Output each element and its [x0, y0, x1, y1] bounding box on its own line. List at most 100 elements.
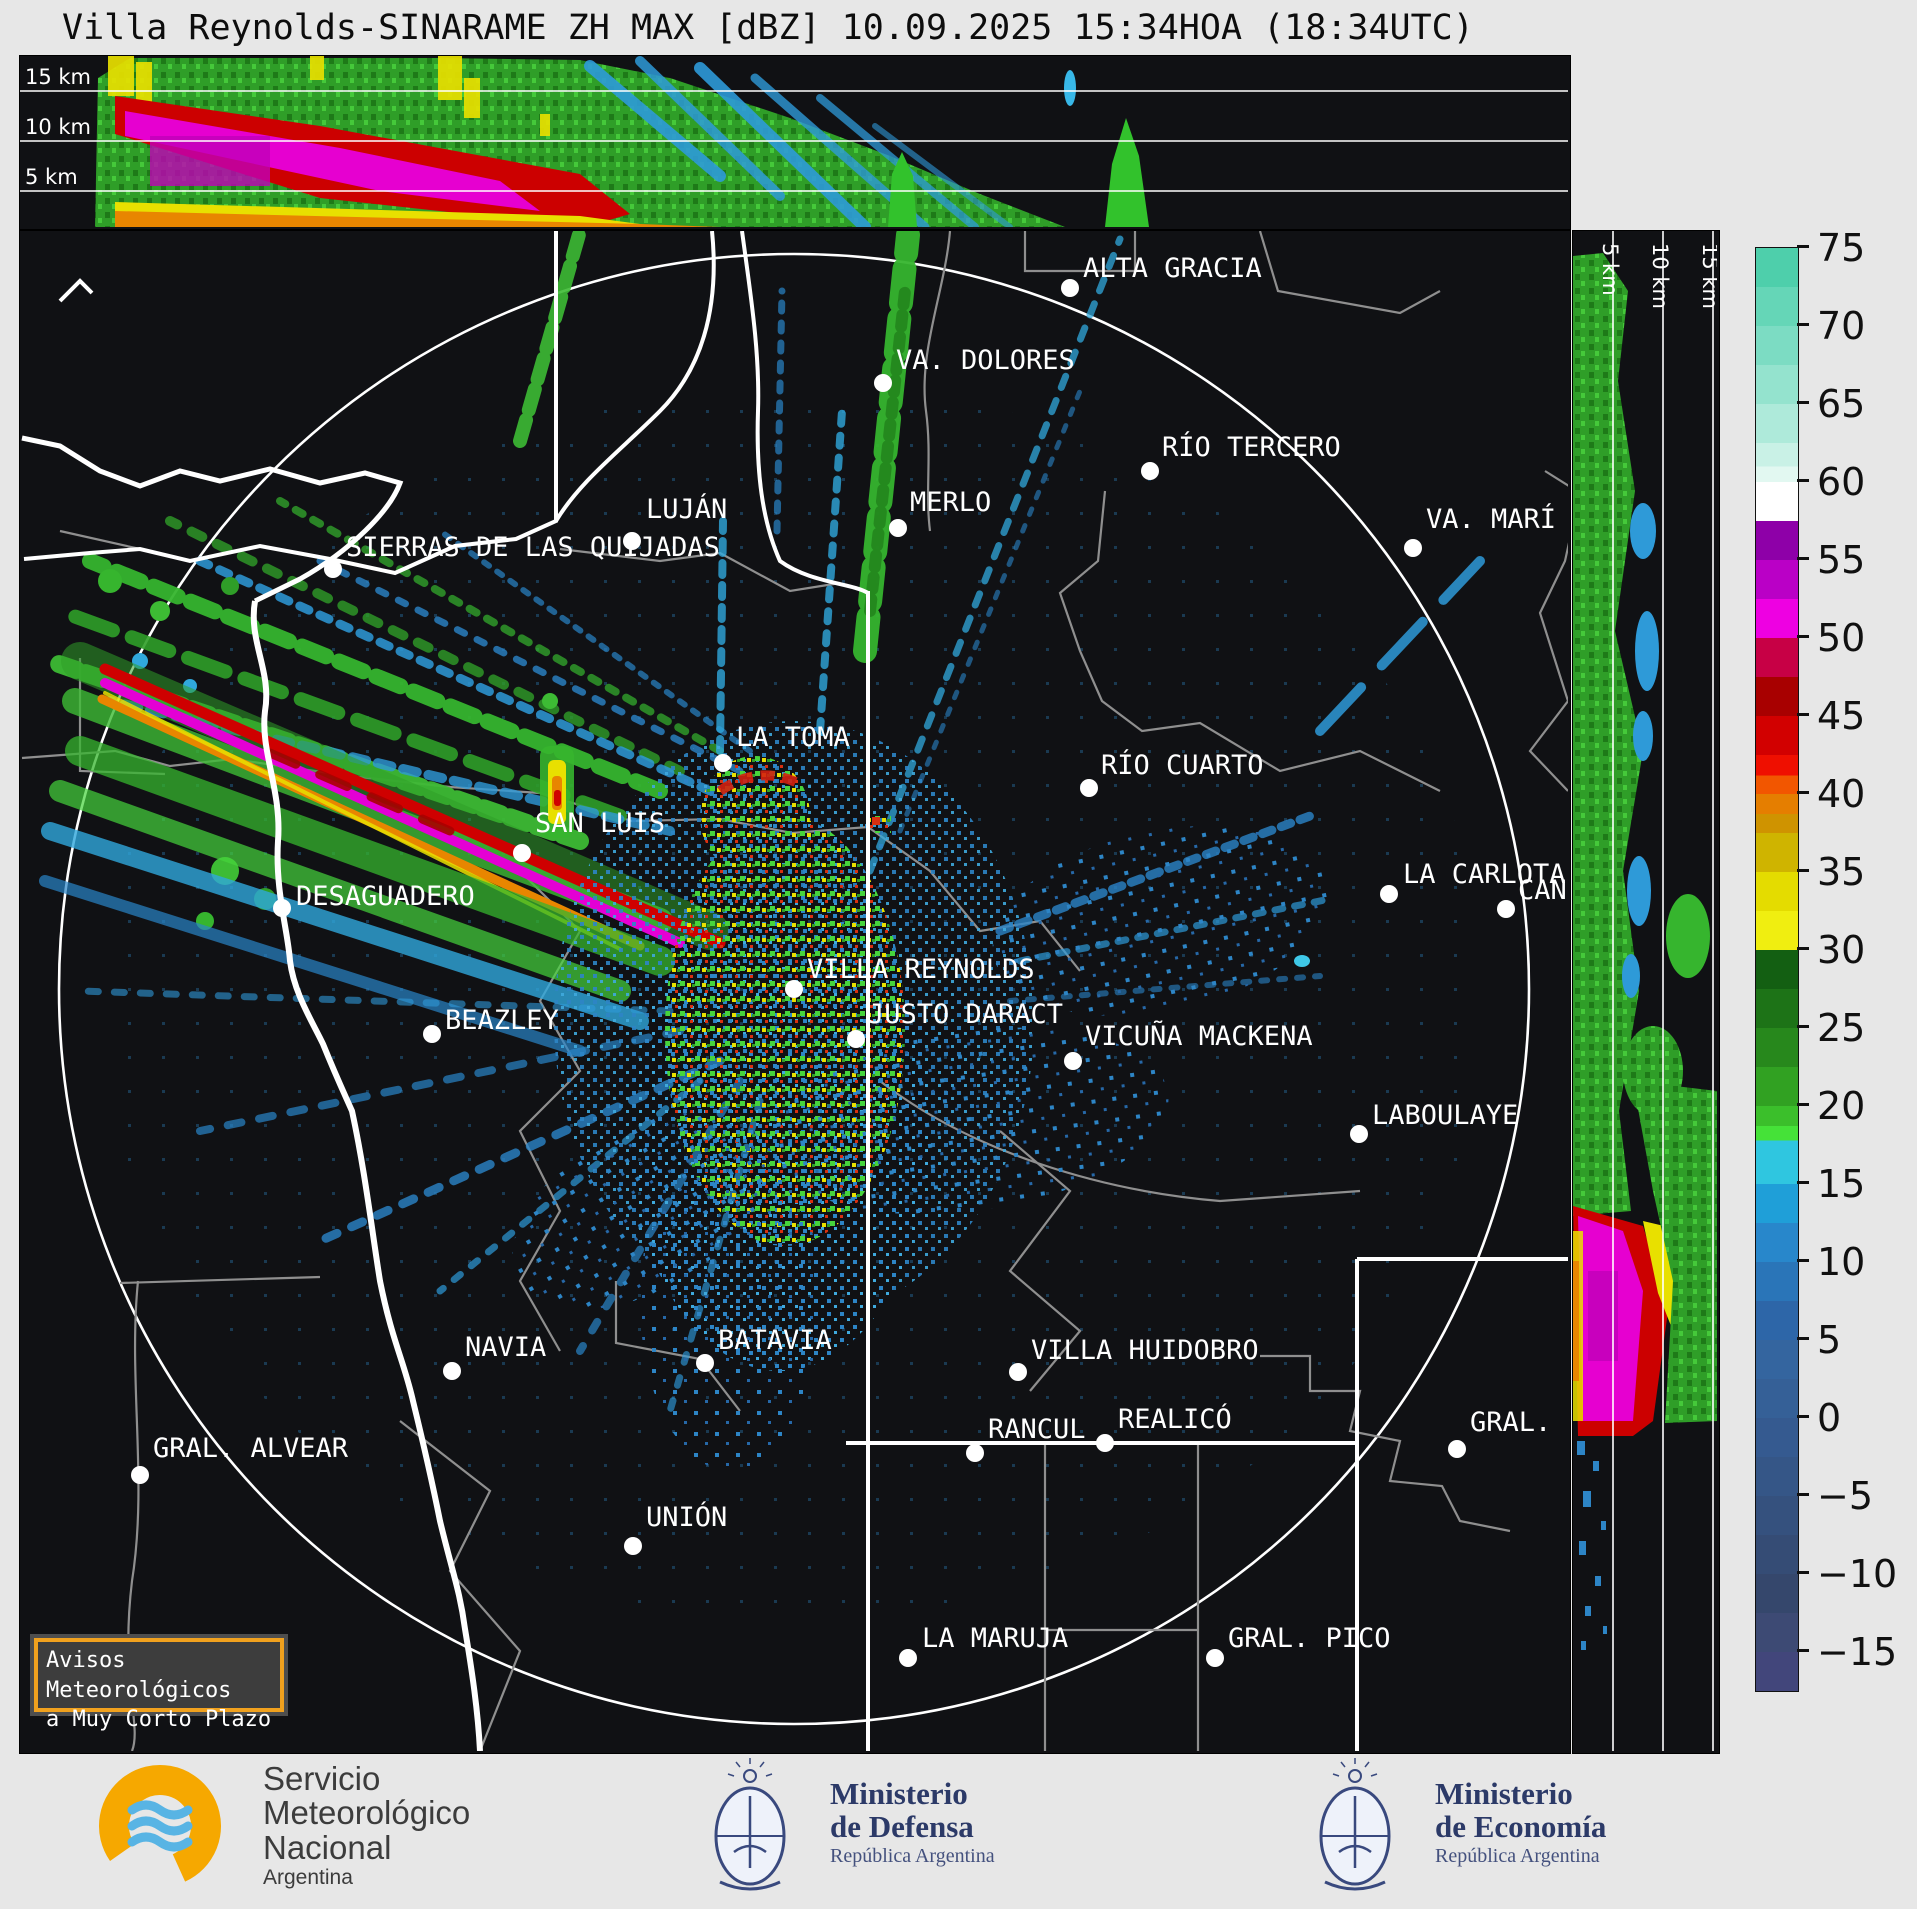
xz-label-15km: 15 km	[25, 65, 91, 89]
colorbar-tick-label: 5	[1817, 1318, 1842, 1362]
radar-range-circle	[57, 252, 1531, 1726]
xz-echo-green-spike-2	[1105, 118, 1149, 227]
smn-line3: Nacional	[263, 1828, 392, 1866]
colorbar-tick-label: 65	[1817, 382, 1866, 426]
city-label: VA. DOLORES	[896, 345, 1075, 376]
echo-small-cell	[540, 746, 574, 838]
colorbar-tick-label: 10	[1817, 1240, 1866, 1284]
city-label: ALTA GRACIA	[1083, 253, 1262, 284]
alert-box-line1: Avisos Meteorológicos	[46, 1648, 232, 1703]
city-label: NAVIA	[465, 1332, 546, 1363]
dbz-colorbar	[1755, 247, 1799, 1692]
city-dot	[1380, 885, 1398, 903]
colorbar-tick-mark	[1797, 323, 1809, 326]
city-dot	[1080, 779, 1098, 797]
colorbar-tick-mark	[1797, 1025, 1809, 1028]
city-dot	[847, 1030, 865, 1048]
city-dot	[1009, 1363, 1027, 1381]
xz-echo-cyan-blob	[1064, 70, 1076, 106]
defensa-line1: Ministerio	[830, 1776, 968, 1811]
city-dot	[513, 844, 531, 862]
colorbar-tick-label: 35	[1817, 850, 1866, 894]
echo-small-blob	[542, 693, 558, 709]
city-dot	[443, 1362, 461, 1380]
colorbar-tick-mark	[1797, 1415, 1809, 1418]
colorbar-tick-mark	[1797, 1181, 1809, 1184]
yz-label-15km: 15 km	[1698, 243, 1717, 309]
city-label: MERLO	[910, 487, 991, 518]
yz-height-lines	[1612, 231, 1714, 1751]
city-dot	[1096, 1434, 1114, 1452]
colorbar-tick-mark	[1797, 713, 1809, 716]
xz-echo-green-spike-1	[888, 152, 917, 227]
city-label: VILLA HUIDOBRO	[1031, 1335, 1259, 1366]
colorbar-tick-label: 75	[1817, 226, 1866, 270]
colorbar-tick-label: −10	[1817, 1552, 1898, 1596]
xz-echo-orange-band	[115, 211, 720, 227]
alert-box-line2: a Muy Corto Plazo	[46, 1707, 272, 1733]
yz-echo-blue-patches	[1622, 503, 1659, 998]
colorbar-tick-mark	[1797, 245, 1809, 248]
colorbar-tick-mark	[1797, 1259, 1809, 1262]
alert-box: Avisos Meteorológicos a Muy Corto Plazo	[30, 1634, 288, 1732]
city-dot	[623, 532, 641, 550]
colorbar-tick-mark	[1797, 869, 1809, 872]
colorbar-tick-label: 25	[1817, 1006, 1866, 1050]
city-dot	[1448, 1440, 1466, 1458]
city-label: LUJÁN	[646, 493, 727, 525]
city-dot	[714, 754, 732, 772]
defensa-coat-of-arms-icon	[714, 1758, 786, 1891]
city-label: JUSTO DARACT	[868, 999, 1063, 1030]
defensa-sub: República Argentina	[830, 1845, 995, 1868]
economia-line2: de Economía	[1435, 1808, 1607, 1844]
echo-ne-speckles	[992, 826, 1328, 1016]
smn-line1: Servicio	[263, 1760, 381, 1797]
city-dot	[889, 519, 907, 537]
city-dot	[785, 980, 803, 998]
xz-echo-magenta-dark	[150, 136, 270, 186]
yz-echo-green-blob	[1666, 894, 1710, 978]
city-label: LABOULAYE	[1372, 1100, 1518, 1131]
economia-coat-of-arms-icon	[1319, 1758, 1391, 1891]
smn-logo-text: Servicio Meteorológico Nacional Argentin…	[263, 1760, 470, 1889]
radar-map-panel: ALTA GRACIA VA. DOLORES RÍO TERCERO MERLO VA…	[19, 230, 1571, 1754]
city-label: LA TOMA	[736, 722, 850, 753]
city-label: VICUÑA MACKENA	[1085, 1020, 1313, 1052]
colorbar-tick-label: 50	[1817, 616, 1866, 660]
city-label: VA. MARÍ	[1426, 503, 1556, 535]
colorbar-tick-label: 20	[1817, 1084, 1866, 1128]
footer: Servicio Meteorológico Nacional Argentin…	[0, 1756, 1917, 1909]
defensa-text: Ministerio de Defensa República Argentin…	[830, 1776, 995, 1868]
colorbar-tick-mark	[1797, 1571, 1809, 1574]
colorbar-tick-label: 70	[1817, 304, 1866, 348]
city-label: REALICÓ	[1118, 1403, 1232, 1435]
city-dot	[273, 899, 291, 917]
city-label: CAN	[1518, 875, 1567, 906]
yz-label-5km: 5 km	[1598, 243, 1622, 296]
colorbar-tick-label: 45	[1817, 694, 1866, 738]
smn-logo-icon	[99, 1765, 222, 1887]
economia-sub: República Argentina	[1435, 1845, 1600, 1868]
smn-logo-block: Servicio Meteorológico Nacional Argentin…	[88, 1756, 508, 1906]
colorbar-tick-mark	[1797, 1337, 1809, 1340]
colorbar-tick-mark	[1797, 401, 1809, 404]
xz-label-5km: 5 km	[25, 165, 78, 189]
city-dot	[1206, 1649, 1224, 1667]
xz-height-lines	[20, 90, 1568, 192]
city-layer: ALTA GRACIA VA. DOLORES RÍO TERCERO MERLO VA…	[131, 253, 1567, 1667]
city-dot	[1497, 900, 1515, 918]
city-dot	[1141, 462, 1159, 480]
cross-section-top-panel: 15 km 10 km 5 km	[19, 55, 1571, 230]
yz-echo-blue-tail	[1577, 1441, 1607, 1650]
city-label: SIERRAS DE LAS QUIJADAS	[346, 532, 720, 563]
economia-line1: Ministerio	[1435, 1776, 1573, 1811]
city-label: BATAVIA	[718, 1325, 832, 1356]
city-label: DESAGUADERO	[296, 881, 475, 912]
defensa-logo-block: Ministerio de Defensa República Argentin…	[690, 1756, 1110, 1906]
city-label: UNIÓN	[646, 1501, 727, 1533]
colorbar-tick-mark	[1797, 791, 1809, 794]
city-dot	[324, 560, 342, 578]
cross-section-right-panel: 5 km 10 km 15 km	[1572, 230, 1720, 1754]
city-dot	[696, 1354, 714, 1372]
economia-text: Ministerio de Economía República Argenti…	[1435, 1776, 1607, 1868]
